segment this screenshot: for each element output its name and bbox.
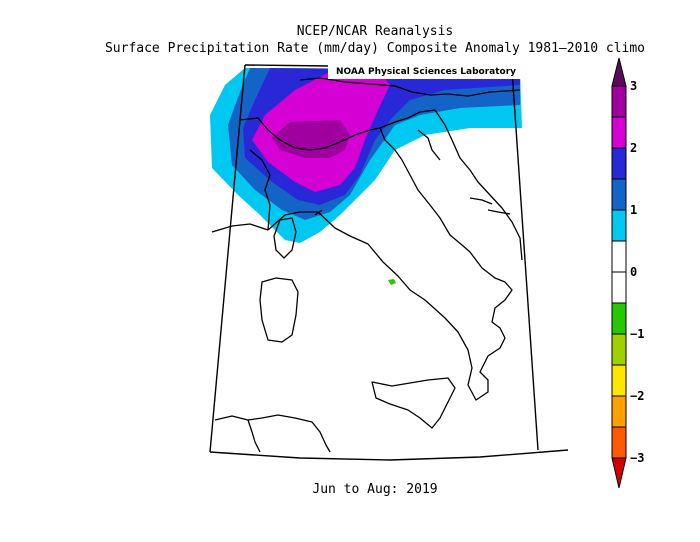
colorbar-cell bbox=[611, 271, 627, 304]
austria-border bbox=[394, 85, 521, 97]
corsica bbox=[273, 217, 297, 259]
period-label: Jun to Aug: 2019 bbox=[312, 482, 438, 497]
tunisia-coast bbox=[247, 419, 261, 453]
sicily bbox=[371, 377, 456, 429]
colorbar-cell bbox=[611, 302, 627, 335]
colorbar-top-arrow bbox=[611, 57, 627, 87]
slovenia-border bbox=[417, 129, 441, 161]
colorbar-cell bbox=[611, 426, 627, 459]
anomaly-band-2-5 bbox=[272, 120, 350, 158]
coastlines bbox=[211, 77, 523, 453]
credit-label: NOAA Physical Sciences Laboratory bbox=[328, 65, 524, 79]
colorbar-tick-label: 2 bbox=[630, 141, 637, 155]
colorbar-cell bbox=[611, 395, 627, 428]
croatia-islands bbox=[469, 197, 493, 205]
map-frame-left bbox=[209, 64, 246, 453]
colorbar: 3 2 1 0 −1 −2 −3 bbox=[611, 57, 644, 489]
anomaly-band-negative bbox=[388, 279, 396, 285]
africa-coast bbox=[214, 414, 331, 453]
anomaly-fills bbox=[210, 68, 522, 285]
colorbar-tick-label: 1 bbox=[630, 203, 637, 217]
colorbar-cell bbox=[611, 178, 627, 211]
colorbar-cell bbox=[611, 333, 627, 366]
colorbar-tick-label: −2 bbox=[630, 389, 644, 403]
german-border bbox=[299, 77, 396, 87]
france-coast bbox=[211, 223, 269, 233]
swiss-border bbox=[249, 149, 271, 231]
map-frame-bottom bbox=[209, 449, 569, 461]
title-line-1: NCEP/NCAR Reanalysis bbox=[296, 24, 454, 39]
colorbar-cells bbox=[611, 85, 627, 459]
colorbar-tick-label: −3 bbox=[630, 451, 644, 465]
title-line-2: Surface Precipitation Rate (mm/day) Comp… bbox=[104, 41, 646, 56]
colorbar-cell bbox=[611, 147, 627, 180]
colorbar-cell bbox=[611, 116, 627, 149]
colorbar-bottom-arrow bbox=[611, 457, 627, 489]
map-frame-right bbox=[511, 69, 539, 451]
colorbar-tick-label: −1 bbox=[630, 327, 644, 341]
alpine-border bbox=[239, 109, 436, 151]
lake-outline bbox=[314, 209, 323, 216]
balkan-coast bbox=[434, 109, 523, 261]
colorbar-tick-label: 3 bbox=[630, 79, 637, 93]
croatia-islands-2 bbox=[487, 209, 511, 215]
colorbar-labels: 3 2 1 0 −1 −2 −3 bbox=[630, 79, 644, 465]
italy-coastline bbox=[267, 127, 513, 401]
colorbar-tick-label: 0 bbox=[630, 265, 637, 279]
sardinia bbox=[259, 277, 299, 343]
colorbar-cell bbox=[611, 364, 627, 397]
colorbar-cell bbox=[611, 85, 627, 118]
colorbar-cell bbox=[611, 240, 627, 273]
colorbar-cell bbox=[611, 209, 627, 242]
